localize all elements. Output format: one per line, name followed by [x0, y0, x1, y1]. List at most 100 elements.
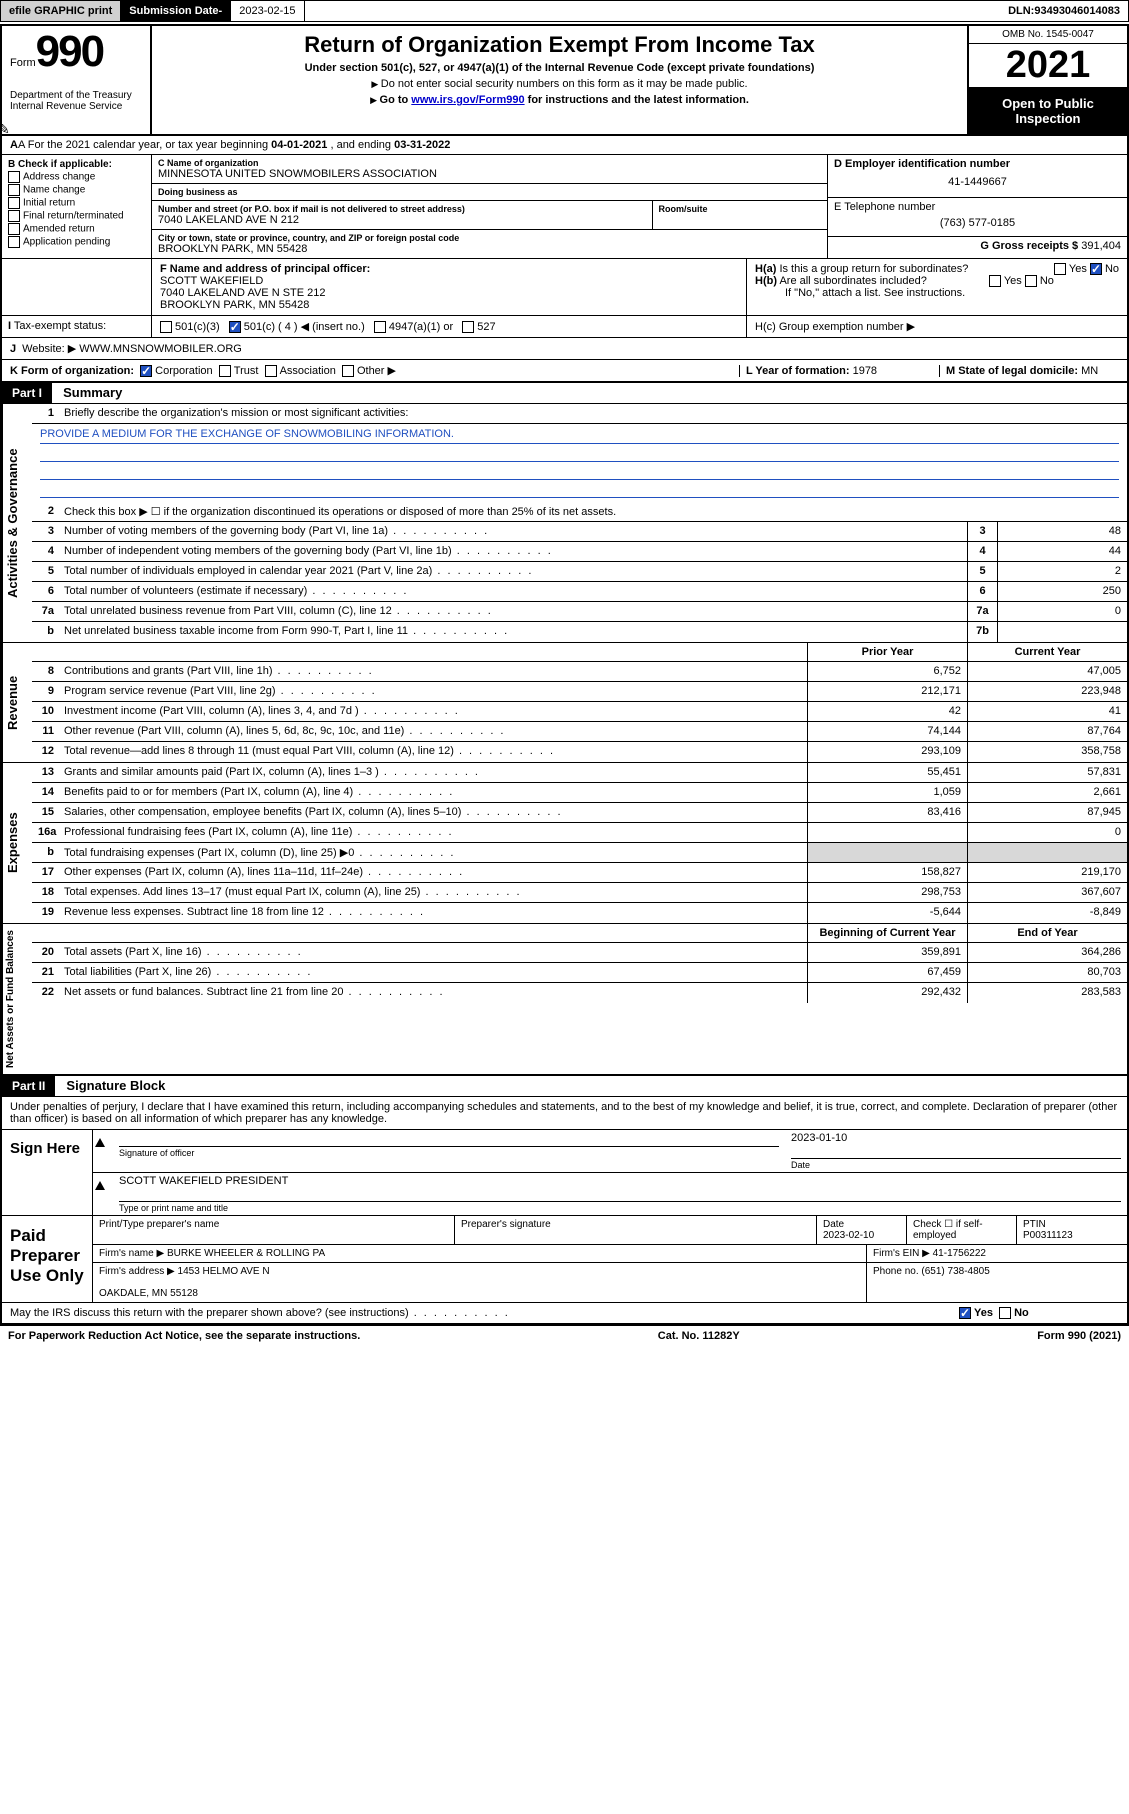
footer-left: For Paperwork Reduction Act Notice, see … — [8, 1330, 360, 1342]
l-year: L Year of formation: 1978 — [739, 365, 939, 377]
room-label: Room/suite — [659, 204, 822, 214]
sign-date: 2023-01-10 — [791, 1132, 1121, 1144]
omb-number: OMB No. 1545-0047 — [969, 26, 1127, 44]
form-word: Form — [10, 57, 36, 69]
pt-date-label: Date — [823, 1219, 844, 1230]
part2-title: Signature Block — [58, 1075, 173, 1096]
f-label: F Name and address of principal officer: — [160, 263, 738, 275]
checkbox-name-change[interactable]: Name change — [8, 184, 145, 196]
tab-net-assets: Net Assets or Fund Balances — [2, 924, 32, 1074]
k-form-org: K Form of organization: Corporation Trus… — [10, 364, 739, 377]
line-9-prior: 212,171 — [807, 682, 967, 701]
checkbox-address-change[interactable]: Address change — [8, 171, 145, 183]
firm-phone: (651) 738-4805 — [921, 1266, 989, 1277]
tax-exempt-options: 501(c)(3) 501(c) ( 4 ) ◀ (insert no.) 49… — [152, 316, 747, 337]
officer-sig-label: Signature of officer — [119, 1146, 779, 1158]
line-b-value — [997, 622, 1127, 642]
firm-addr-label: Firm's address ▶ — [99, 1266, 175, 1277]
irs-link[interactable]: www.irs.gov/Form990 — [411, 94, 524, 106]
line-12-current: 358,758 — [967, 742, 1127, 762]
line-3-value: 48 — [997, 522, 1127, 541]
submission-date-label: Submission Date - — [121, 1, 231, 21]
m-state: M State of legal domicile: MN — [939, 365, 1119, 377]
line-10-current: 41 — [967, 702, 1127, 721]
website-label: Website: ▶ — [22, 342, 76, 355]
h-b: H(b) Are all subordinates included? Yes … — [755, 275, 1119, 287]
phone-label: E Telephone number — [834, 201, 1121, 213]
line-b-text: Net unrelated business taxable income fr… — [60, 622, 967, 642]
dba-label: Doing business as — [158, 187, 821, 197]
line-16a-text: Professional fundraising fees (Part IX, … — [60, 823, 807, 842]
discuss-text: May the IRS discuss this return with the… — [10, 1307, 959, 1319]
line-17-prior: 158,827 — [807, 863, 967, 882]
line-18-current: 367,607 — [967, 883, 1127, 902]
officer-name: SCOTT WAKEFIELD — [160, 275, 738, 287]
line-14-prior: 1,059 — [807, 783, 967, 802]
part1-title: Summary — [55, 382, 130, 403]
line-21-current: 80,703 — [967, 963, 1127, 982]
ein-label: D Employer identification number — [834, 158, 1121, 170]
form-number: 990 — [36, 27, 103, 76]
gross-receipts-label: G Gross receipts $ — [980, 240, 1078, 252]
website-value: WWW.MNSNOWMOBILER.ORG — [79, 343, 242, 355]
dept-treasury: Department of the Treasury Internal Reve… — [10, 90, 142, 112]
line-13-prior: 55,451 — [807, 763, 967, 782]
form-title: Return of Organization Exempt From Incom… — [160, 32, 959, 58]
line-9-text: Program service revenue (Part VIII, line… — [60, 682, 807, 701]
line-10-prior: 42 — [807, 702, 967, 721]
paid-preparer-label: Paid Preparer Use Only — [2, 1216, 92, 1302]
line-8-current: 47,005 — [967, 662, 1127, 681]
begin-year-hdr: Beginning of Current Year — [807, 924, 967, 942]
submission-date-value: 2023-02-15 — [231, 1, 304, 21]
line-22-current: 283,583 — [967, 983, 1127, 1003]
goto-link-line: Go to www.irs.gov/Form990 for instructio… — [160, 94, 959, 106]
line-5-value: 2 — [997, 562, 1127, 581]
sign-here-label: Sign Here — [2, 1130, 92, 1215]
line-22-prior: 292,432 — [807, 983, 967, 1003]
line-b-text: Total fundraising expenses (Part IX, col… — [60, 843, 807, 862]
city-label: City or town, state or province, country… — [158, 233, 821, 243]
line-8-text: Contributions and grants (Part VIII, lin… — [60, 662, 807, 681]
line-18-prior: 298,753 — [807, 883, 967, 902]
line-7a-text: Total unrelated business revenue from Pa… — [60, 602, 967, 621]
top-toolbar: efile GRAPHIC print Submission Date - 20… — [0, 0, 1129, 22]
line-10-text: Investment income (Part VIII, column (A)… — [60, 702, 807, 721]
part1-header: Part I — [2, 383, 52, 403]
checkbox-initial-return[interactable]: Initial return — [8, 197, 145, 209]
ssn-warning: Do not enter social security numbers on … — [160, 78, 959, 90]
line-15-prior: 83,416 — [807, 803, 967, 822]
line-19-current: -8,849 — [967, 903, 1127, 923]
form-header: Form990 Department of the Treasury Inter… — [2, 26, 1127, 136]
line-12-prior: 293,109 — [807, 742, 967, 762]
checkbox-amended-return[interactable]: Amended return — [8, 223, 145, 235]
line-9-current: 223,948 — [967, 682, 1127, 701]
line-4-value: 44 — [997, 542, 1127, 561]
gross-receipts-value: 391,404 — [1081, 240, 1121, 252]
line-21-text: Total liabilities (Part X, line 26) — [60, 963, 807, 982]
efile-print-button[interactable]: efile GRAPHIC print — [1, 1, 121, 21]
sign-date-label: Date — [791, 1158, 1121, 1170]
checkbox-final-return-terminated[interactable]: Final return/terminated — [8, 210, 145, 222]
footer-right: Form 990 (2021) — [1037, 1330, 1121, 1342]
firm-ein-label: Firm's EIN ▶ — [873, 1248, 930, 1259]
mission-text: PROVIDE A MEDIUM FOR THE EXCHANGE OF SNO… — [40, 428, 1119, 444]
tab-governance: Activities & Governance — [2, 404, 32, 642]
tab-revenue: Revenue — [2, 643, 32, 762]
ptin-label: PTIN — [1023, 1219, 1046, 1230]
checkbox-application-pending[interactable]: Application pending — [8, 236, 145, 248]
line-19-text: Revenue less expenses. Subtract line 18 … — [60, 903, 807, 923]
line-22-text: Net assets or fund balances. Subtract li… — [60, 983, 807, 1003]
line-4-text: Number of independent voting members of … — [60, 542, 967, 561]
line-8-prior: 6,752 — [807, 662, 967, 681]
line-20-text: Total assets (Part X, line 16) — [60, 943, 807, 962]
line-16a-current: 0 — [967, 823, 1127, 842]
line-15-text: Salaries, other compensation, employee b… — [60, 803, 807, 822]
officer-print-name: SCOTT WAKEFIELD PRESIDENT — [119, 1175, 1121, 1187]
officer-addr: 7040 LAKELAND AVE N STE 212 BROOKLYN PAR… — [160, 287, 738, 311]
line1-text: Briefly describe the organization's miss… — [60, 404, 1127, 423]
line-b-current — [967, 843, 1127, 862]
pt-name-label: Print/Type preparer's name — [99, 1219, 448, 1230]
i-label: I Tax-exempt status: — [2, 316, 152, 337]
line-21-prior: 67,459 — [807, 963, 967, 982]
line-16a-prior — [807, 823, 967, 842]
